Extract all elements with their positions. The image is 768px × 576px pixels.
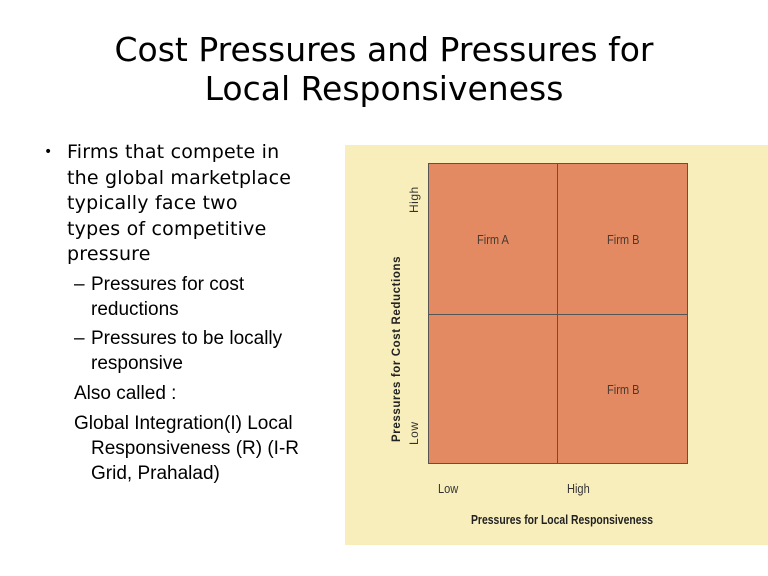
cell-top-right-label: Firm B (607, 232, 640, 247)
bullet-main-line: pressure (67, 243, 151, 265)
sub-bullet-text: Pressures to be locally responsive (91, 327, 283, 374)
ir-grid-diagram: Firm A Firm B Firm B High Low Pressures … (345, 145, 768, 545)
slide-title-line-2: Local Responsiveness (204, 69, 564, 108)
grid-vertical-divider (557, 164, 558, 463)
grid-horizontal-divider (429, 314, 687, 315)
y-tick-low: Low (407, 421, 421, 445)
ir-grid-name: Global Integration(I) Local Responsivene… (74, 412, 299, 484)
bullet-main: • Firms that compete in the global marke… (44, 140, 334, 268)
x-tick-high: High (567, 481, 590, 496)
x-axis-title: Pressures for Local Responsiveness (471, 512, 654, 527)
slide-title: Cost Pressures and Pressures for Local R… (0, 30, 768, 108)
y-tick-high: High (407, 186, 421, 213)
also-called-label: Also called : (74, 382, 177, 404)
bullet-main-line: typically face two (67, 192, 238, 214)
cell-top-left-label: Firm A (477, 232, 509, 247)
bullet-dot-icon: • (44, 144, 53, 160)
cell-bottom-right-label: Firm B (607, 382, 640, 397)
x-tick-low: Low (438, 481, 459, 496)
slide-title-line-1: Cost Pressures and Pressures for (114, 30, 654, 69)
sub-bullet-local: – Pressures to be locally responsive (44, 326, 334, 376)
bullet-main-line: types of competitive (67, 217, 267, 240)
bullet-main-line: Firms that compete in (67, 141, 280, 163)
bullet-main-line: the global marketplace (67, 166, 292, 189)
sub-bullet-cost: – Pressures for cost reductions (44, 272, 334, 322)
dash-icon: – (74, 327, 85, 349)
y-axis-title: Pressures for Cost Reductions (391, 255, 403, 442)
ir-grid: Firm A Firm B Firm B (428, 163, 688, 464)
bullet-list: • Firms that compete in the global marke… (44, 140, 334, 486)
sub-bullet-text: Pressures for cost reductions (91, 273, 245, 320)
dash-icon: – (74, 273, 85, 295)
